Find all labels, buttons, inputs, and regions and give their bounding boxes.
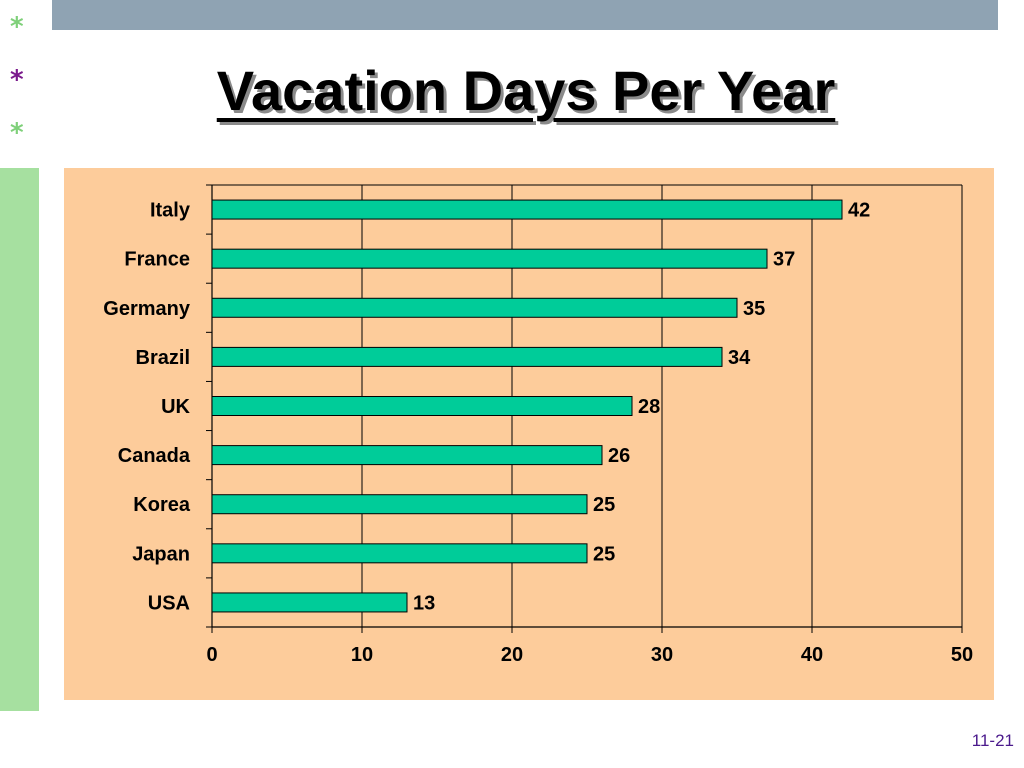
- category-label-japan: Japan: [132, 543, 190, 565]
- data-label-canada: 26: [608, 445, 630, 467]
- x-tick-label-3: 30: [651, 644, 673, 666]
- data-label-usa: 13: [413, 592, 435, 614]
- category-label-italy: Italy: [150, 200, 191, 222]
- bar-germany: [211, 297, 738, 318]
- bar-canada: [211, 445, 603, 466]
- side-strip: [0, 168, 39, 711]
- data-label-uk: 28: [638, 396, 660, 418]
- category-label-brazil: Brazil: [136, 347, 190, 369]
- category-label-france: France: [124, 249, 190, 271]
- category-label-germany: Germany: [103, 298, 191, 320]
- bar-korea: [211, 494, 588, 515]
- slide-number: 11-21: [971, 731, 1014, 750]
- x-tick-label-1: 10: [351, 644, 373, 666]
- top-bar: [52, 0, 998, 30]
- chart-panel: 0 10 20 30 40 50 Italy 42 France 37 Germany 35 Brazi…: [64, 168, 994, 700]
- category-label-canada: Canada: [118, 445, 191, 467]
- data-label-france: 37: [773, 249, 795, 271]
- data-label-italy: 42: [848, 200, 870, 222]
- x-tick-label-4: 40: [801, 644, 823, 666]
- bar-usa: [211, 592, 408, 613]
- bar-brazil: [211, 346, 723, 367]
- bar-france: [211, 248, 768, 269]
- bar-uk: [211, 396, 633, 416]
- bar-chart: 0 10 20 30 40 50 Italy 42 France 37 Germany 35 Brazi…: [103, 184, 973, 666]
- category-label-usa: USA: [148, 592, 190, 614]
- bar-italy: [211, 199, 843, 220]
- category-label-uk: UK: [161, 396, 190, 418]
- bar-japan: [211, 543, 588, 564]
- data-label-brazil: 34: [728, 347, 751, 369]
- star-bullet-3: *: [10, 118, 24, 148]
- star-bullet-1: *: [10, 12, 24, 42]
- data-label-germany: 35: [743, 298, 765, 320]
- x-tick-label-5: 50: [951, 644, 973, 666]
- data-label-korea: 25: [593, 494, 615, 516]
- star-bullet-2: *: [10, 65, 24, 95]
- x-tick-label-0: 0: [206, 644, 217, 666]
- x-tick-label-2: 20: [501, 644, 523, 666]
- data-label-japan: 25: [593, 543, 615, 565]
- slide-title: Vacation Days Per Year: [216, 59, 836, 122]
- category-label-korea: Korea: [133, 494, 191, 516]
